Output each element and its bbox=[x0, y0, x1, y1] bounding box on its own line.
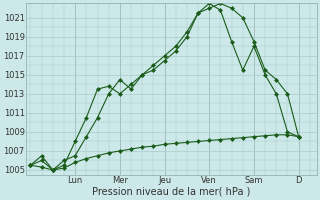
X-axis label: Pression niveau de la mer( hPa ): Pression niveau de la mer( hPa ) bbox=[92, 187, 251, 197]
